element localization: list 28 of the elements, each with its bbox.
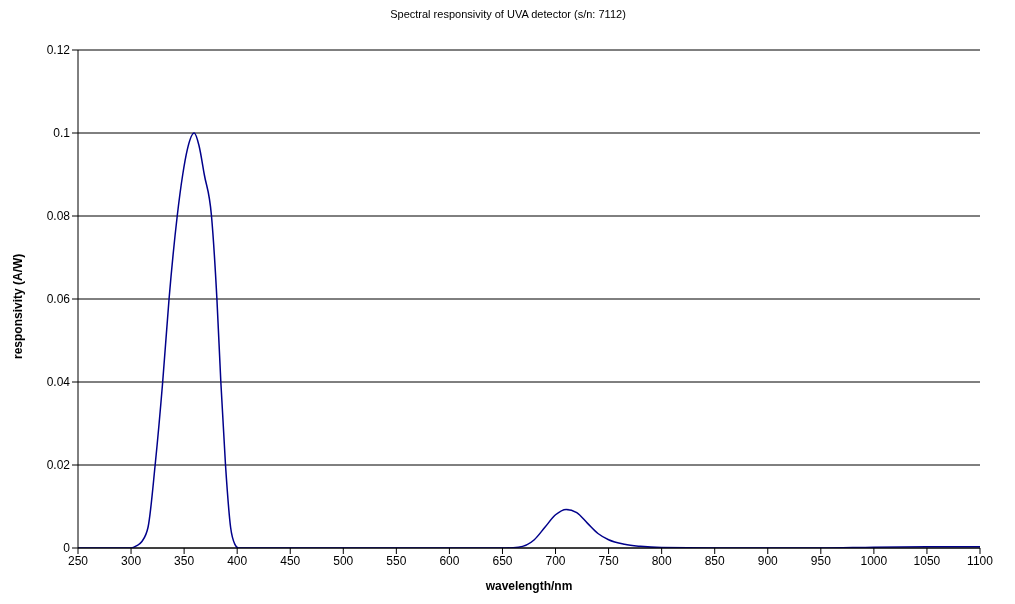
x-tick-label: 350 (174, 553, 195, 568)
x-tick-label: 800 (651, 553, 672, 568)
y-tick-label: 0 (63, 541, 71, 556)
x-tick-label: 850 (704, 553, 726, 568)
x-tick-label: 300 (121, 553, 142, 568)
y-tick-label: 0.06 (46, 292, 71, 307)
x-tick-label: 950 (810, 553, 832, 568)
x-tick-label: 700 (545, 553, 566, 568)
y-tick-label: 0.12 (46, 43, 71, 58)
x-tick-label: 650 (492, 553, 513, 568)
y-tick-label: 0.08 (46, 209, 71, 224)
x-tick-label: 500 (333, 553, 354, 568)
x-tick-label: 1050 (913, 553, 941, 568)
x-tick-label: 900 (757, 553, 779, 568)
y-axis-title: responsivity (A/W) (11, 253, 26, 359)
x-axis-title: wavelength/nm (484, 579, 573, 593)
x-tick-label: 750 (598, 553, 619, 568)
chart-title: Spectral responsivity of UVA detector (s/n: 7112) (389, 8, 627, 22)
x-tick-label: 1100 (967, 553, 994, 568)
x-tick-label: 400 (227, 553, 248, 568)
y-tick-label: 0.04 (46, 375, 71, 390)
x-tick-label: 550 (386, 553, 407, 568)
y-tick-label: 0.02 (46, 458, 71, 473)
x-tick-label: 1000 (860, 553, 888, 568)
x-tick-label: 250 (67, 553, 89, 568)
x-tick-label: 600 (439, 553, 460, 568)
x-tick-label: 450 (280, 553, 301, 568)
y-tick-label: 0.1 (53, 126, 71, 141)
